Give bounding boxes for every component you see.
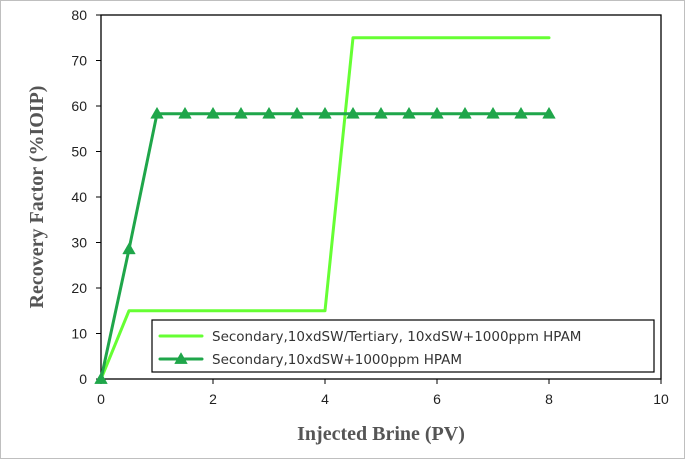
legend: Secondary,10xdSW/Tertiary, 10xdSW+1000pp… bbox=[151, 319, 655, 373]
plot-layer bbox=[100, 14, 662, 380]
legend-box bbox=[151, 319, 655, 373]
x-tick-label: 0 bbox=[97, 391, 105, 407]
legend-label: Secondary,10xdSW+1000ppm HPAM bbox=[212, 352, 462, 368]
plot-area bbox=[100, 14, 662, 380]
series-layer bbox=[94, 36, 556, 384]
data-point bbox=[94, 372, 108, 384]
x-tick-label: 2 bbox=[209, 391, 217, 407]
x-tick-label: 10 bbox=[653, 391, 669, 407]
y-tick-label: 30 bbox=[71, 235, 87, 251]
data-point bbox=[346, 106, 360, 119]
data-point bbox=[150, 106, 164, 119]
data-point bbox=[262, 106, 276, 119]
x-tick-label: 6 bbox=[433, 391, 441, 407]
data-point bbox=[178, 106, 192, 119]
data-point bbox=[402, 106, 416, 119]
data-point bbox=[318, 106, 332, 119]
data-point bbox=[374, 106, 388, 119]
legend-label: Secondary,10xdSW/Tertiary, 10xdSW+1000pp… bbox=[212, 329, 581, 345]
data-point bbox=[290, 106, 304, 119]
y-tick-label: 10 bbox=[71, 326, 87, 342]
axis-layer: 0 2 4 6 8 10 0 10 20 30 40 50 60 70 80 bbox=[71, 7, 669, 407]
y-tick-label: 60 bbox=[71, 98, 87, 114]
y-tick-label: 50 bbox=[71, 144, 87, 160]
data-point bbox=[486, 106, 500, 119]
y-tick-label: 80 bbox=[71, 7, 87, 23]
data-point bbox=[514, 106, 528, 119]
y-tick-label: 0 bbox=[79, 371, 87, 387]
data-point bbox=[234, 106, 248, 119]
y-tick-label: 40 bbox=[71, 189, 87, 205]
x-tick-label: 4 bbox=[321, 391, 329, 407]
y-tick-label: 20 bbox=[71, 280, 87, 296]
x-tick-label: 8 bbox=[545, 391, 553, 407]
series-1 bbox=[99, 36, 551, 381]
y-tick-label: 70 bbox=[71, 53, 87, 69]
data-point bbox=[206, 106, 220, 119]
series-2 bbox=[94, 106, 556, 384]
x-axis-title: Injected Brine (PV) bbox=[297, 423, 465, 445]
data-point bbox=[458, 106, 472, 119]
y-axis-title: Recovery Factor (%IOIP) bbox=[26, 86, 48, 309]
data-point bbox=[430, 106, 444, 119]
data-point bbox=[122, 242, 136, 255]
legend-marker-triangle bbox=[174, 352, 188, 364]
series-line bbox=[99, 36, 551, 381]
data-point bbox=[542, 106, 556, 119]
